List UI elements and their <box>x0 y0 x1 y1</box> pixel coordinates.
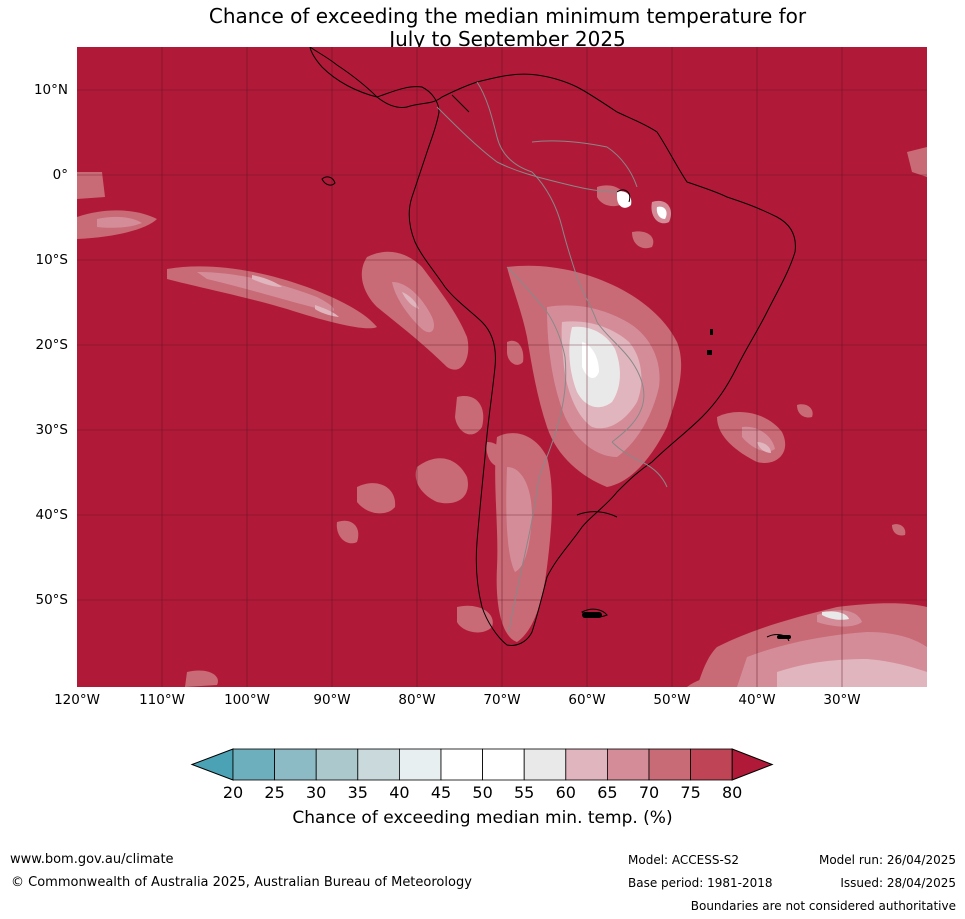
lat-label: 40°S <box>35 507 69 523</box>
colorbar-tick-label: 70 <box>638 783 660 802</box>
colorbar-cells <box>190 748 774 781</box>
lat-label: 50°S <box>35 592 69 608</box>
colorbar-tick-label: 25 <box>264 783 285 802</box>
lat-label: 0° <box>52 167 68 183</box>
colorbar-cell <box>648 748 691 781</box>
colorbar-tick-label: 35 <box>347 783 368 802</box>
colorbar-title: Chance of exceeding median min. temp. (%… <box>292 808 673 828</box>
colorbar-tick-label: 45 <box>430 783 452 802</box>
website-url[interactable]: www.bom.gov.au/climate <box>10 852 174 867</box>
colorbar-cell <box>565 748 608 781</box>
lon-label: 70°W <box>483 692 521 708</box>
country-borders <box>436 81 668 633</box>
colorbar-cell <box>398 748 442 781</box>
colorbar-tick-label: 65 <box>597 783 618 802</box>
issued-date: Issued: 28/04/2025 <box>840 876 956 890</box>
lon-label: 60°W <box>568 692 606 708</box>
colorbar-cell <box>315 748 359 781</box>
lat-label: 10°S <box>35 252 69 268</box>
colorbar-cell <box>274 748 317 781</box>
lon-label: 80°W <box>398 692 436 708</box>
colorbar-cell <box>357 748 400 781</box>
lon-label: 90°W <box>313 692 351 708</box>
map-title-line-1: Chance of exceeding the median minimum t… <box>208 4 807 28</box>
colorbar-extend-low <box>190 748 234 781</box>
map-title-line-2: July to September 2025 <box>389 27 626 51</box>
base-period: Base period: 1981-2018 <box>628 876 773 890</box>
lon-label: 50°W <box>653 692 691 708</box>
probability-patches <box>77 147 927 687</box>
model-run-date: Model run: 26/04/2025 <box>818 853 956 867</box>
forecast-map <box>77 47 927 687</box>
lon-label: 100°W <box>224 692 270 708</box>
lon-label: 40°W <box>738 692 776 708</box>
colorbar-cell <box>523 748 567 781</box>
colorbar-extend-high <box>731 748 774 781</box>
colorbar-tick-label: 50 <box>472 783 493 802</box>
colorbar-cell <box>690 748 733 781</box>
colorbar <box>190 748 774 781</box>
islands <box>582 329 791 639</box>
model-name: Model: ACCESS-S2 <box>628 853 740 867</box>
colorbar-tick-label: 80 <box>722 783 743 802</box>
colorbar-tick-label: 75 <box>680 783 701 802</box>
boundary-disclaimer: Boundaries are not considered authoritat… <box>690 899 956 913</box>
colorbar-cell <box>232 748 275 781</box>
colorbar-tick-label: 30 <box>306 783 327 802</box>
colorbar-tick-label: 60 <box>555 783 576 802</box>
lon-label: 30°W <box>823 692 861 708</box>
lon-label: 110°W <box>139 692 185 708</box>
graticule <box>77 47 927 687</box>
lat-label: 10°N <box>33 82 68 98</box>
colorbar-tick-label: 40 <box>389 783 410 802</box>
lat-label: 30°S <box>35 422 69 438</box>
colorbar-cell <box>440 748 483 781</box>
colorbar-tick-label: 55 <box>514 783 535 802</box>
lat-label: 20°S <box>35 337 69 353</box>
lon-label: 120°W <box>54 692 100 708</box>
colorbar-tick-label: 20 <box>222 783 244 802</box>
copyright-notice: © Commonwealth of Australia 2025, Austra… <box>11 875 472 890</box>
colorbar-cell <box>606 748 650 781</box>
colorbar-cell <box>482 748 525 781</box>
